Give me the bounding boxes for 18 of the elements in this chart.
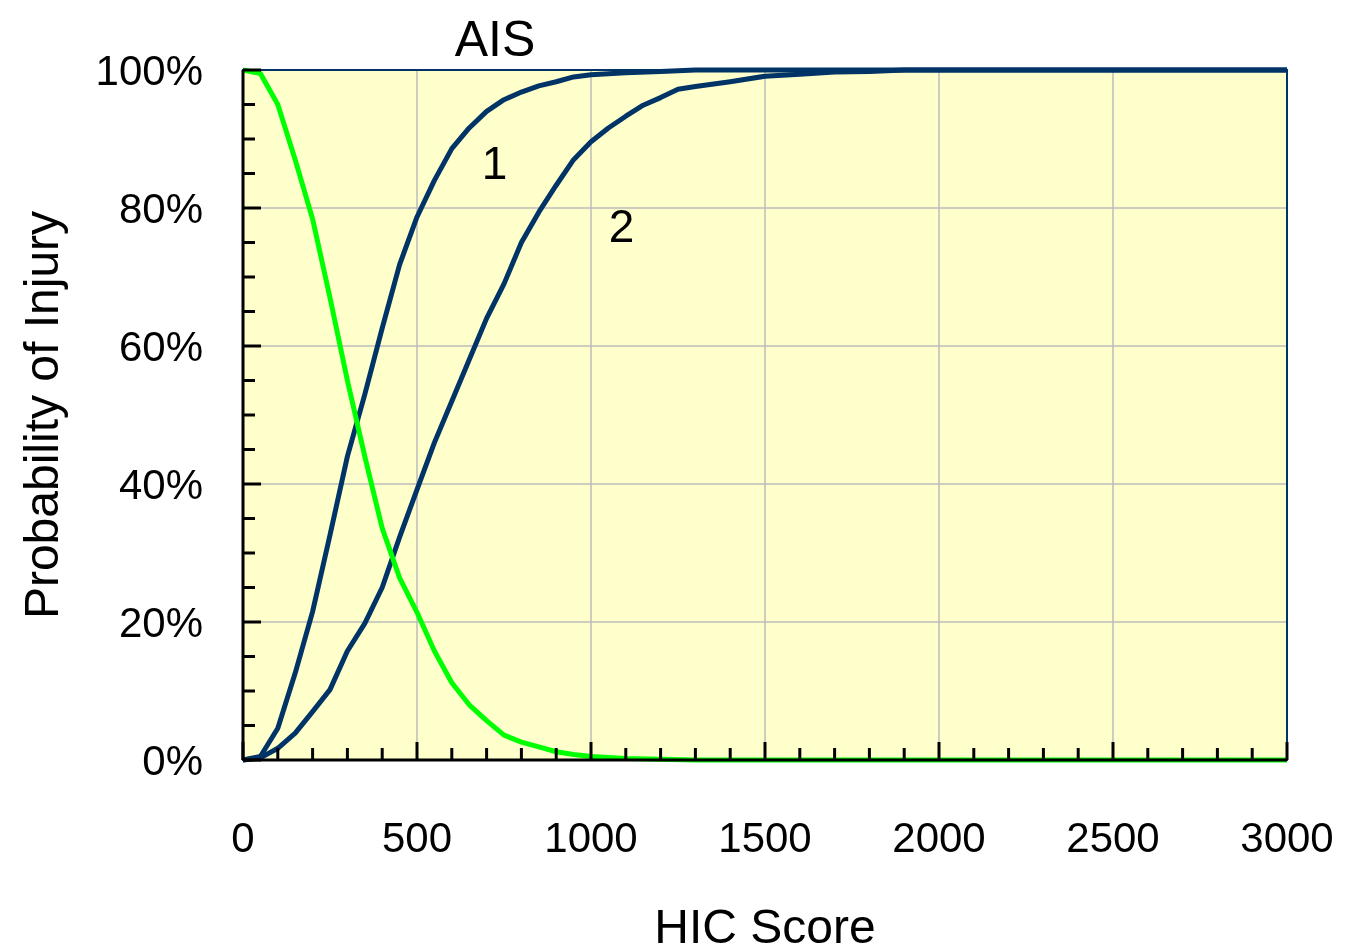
y-tick-label: 100%: [95, 47, 203, 94]
y-tick-label: 80%: [118, 185, 203, 232]
chart-title: AIS: [454, 11, 536, 67]
y-tick-label: 20%: [118, 599, 203, 646]
series-label: 1: [481, 136, 508, 189]
x-tick-label: 2500: [1066, 814, 1160, 861]
x-tick-label: 1000: [544, 814, 638, 861]
x-tick-label: 0: [231, 814, 255, 861]
y-tick-label: 40%: [118, 461, 203, 508]
y-tick-label: 60%: [118, 323, 203, 370]
x-axis-title: HIC Score: [654, 900, 876, 951]
x-tick-label: 1500: [718, 814, 812, 861]
x-tick-label: 2000: [892, 814, 986, 861]
y-axis-title: Probability of Injury: [15, 210, 68, 620]
x-tick-label: 3000: [1240, 814, 1334, 861]
series-label: 2: [608, 200, 635, 253]
x-tick-label: 500: [381, 814, 453, 861]
y-tick-label: 0%: [142, 737, 203, 784]
